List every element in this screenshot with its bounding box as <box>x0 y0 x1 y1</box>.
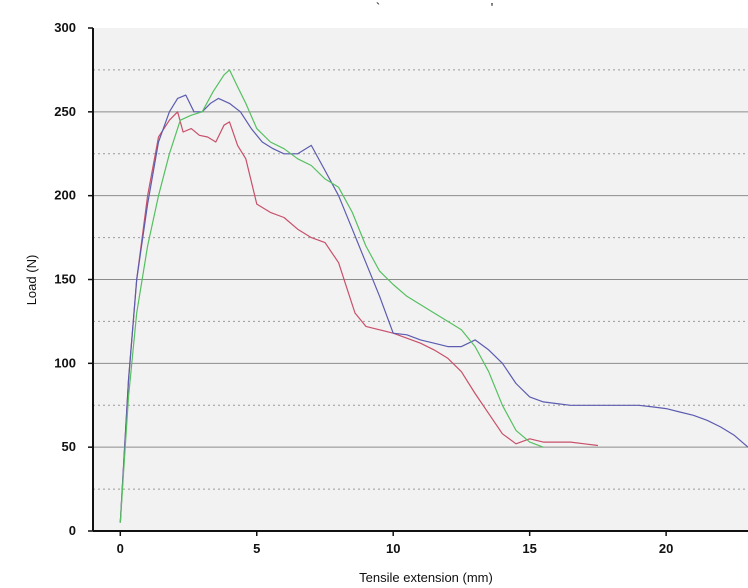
y-tick-label-50: 50 <box>62 439 76 454</box>
series-line-1 <box>119 111 598 523</box>
top-mark-left: ` <box>376 0 380 15</box>
x-tick-label-0: 0 <box>117 541 124 556</box>
x-axis-title: Tensile extension (mm) <box>359 570 493 585</box>
y-tick-label-0: 0 <box>69 523 76 538</box>
grid-lines <box>93 69 748 490</box>
y-tick-label-200: 200 <box>54 188 76 203</box>
y-tick-label-100: 100 <box>54 355 76 370</box>
x-tick-label-15: 15 <box>522 541 536 556</box>
y-tick-label-300: 300 <box>54 20 76 35</box>
top-mark-right: ' <box>491 0 493 15</box>
x-tick-label-5: 5 <box>253 541 260 556</box>
axes <box>88 27 748 536</box>
x-tick-label-20: 20 <box>659 541 673 556</box>
series-line-2 <box>119 94 748 523</box>
tick-labels: 0 50 100 150 200 250 300 0 5 10 15 20 <box>54 20 673 556</box>
x-tick-label-10: 10 <box>386 541 400 556</box>
series-lines <box>119 69 748 523</box>
y-tick-label-250: 250 <box>54 104 76 119</box>
series-line-3 <box>119 69 544 523</box>
y-tick-label-150: 150 <box>54 272 76 287</box>
y-axis-title: Load (N) <box>24 255 39 306</box>
